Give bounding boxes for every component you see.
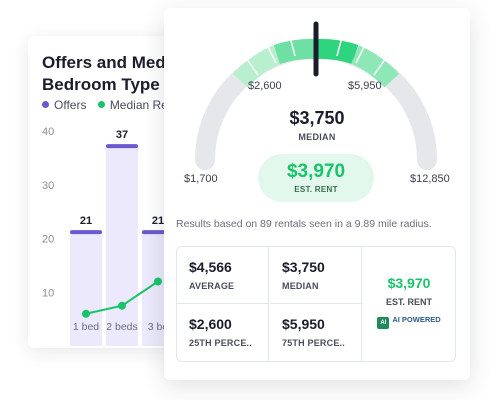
stat-median-label: MEDIAN [282,281,319,291]
ai-chip-icon: AI [377,317,390,329]
median-rent-point [154,277,162,286]
stat-median-value: $3,750 [282,259,325,275]
legend-item-offers: Offers [42,98,86,112]
stat-25th-percentile: $2,600 25TH PERCE.. [177,304,269,361]
x-category-label: 2 beds [106,321,138,333]
x-category-label: 3 be [148,321,169,333]
stats-grid: $4,566 AVERAGE $3,750 MEDIAN $2,600 25TH… [176,246,456,362]
rent-gauge [195,21,437,170]
offers-bar [70,233,102,346]
stat-75th-label: 75TH PERCE.. [282,338,345,348]
legend-item-median-rent: Median Re [97,98,168,112]
offers-bar-value-label: 21 [152,215,164,227]
offers-bar-cap [106,144,138,149]
x-category-label: 1 bed [73,321,99,333]
offers-bar-value-label: 37 [116,129,128,141]
gauge-p25-label: $2,600 [248,80,282,92]
offers-bar-cap [70,230,102,235]
stat-75th-value: $5,950 [282,316,325,332]
stat-median: $3,750 MEDIAN [270,247,362,304]
legend-label-offers: Offers [54,98,87,112]
offers-bar-value-label: 21 [80,215,92,227]
gauge-median-value: $3,750 [289,108,345,128]
chart-legend: Offers Median Re [42,98,176,112]
rent-estimate-card: $2,600 $5,950 $1,700 $12,850 $3,750 MEDI… [164,8,470,380]
stat-25th-value: $2,600 [189,316,232,332]
stat-est-rent-label: EST. RENT [385,297,432,307]
ai-powered-label: AI POWERED [392,315,441,324]
y-tick-label: 20 [42,234,54,246]
gauge-min-label: $1,700 [184,173,218,185]
stat-average-label: AVERAGE [189,281,235,291]
chart-title-line-2: Bedroom Type [42,75,160,94]
est-rent-value: $3,970 [286,161,346,182]
stat-25th-label: 25TH PERCE.. [189,338,252,348]
y-tick-label: 10 [42,287,54,299]
y-tick-label: 40 [42,126,54,138]
stat-average-value: $4,566 [189,259,232,275]
stat-est-rent: $3,970 EST. RENT AI AI POWERED [363,247,455,361]
legend-dot-median-rent [97,101,105,108]
stat-average: $4,566 AVERAGE [177,247,269,304]
chart-title: Offers and Medi Bedroom Type [42,52,170,96]
gauge-percentile-band [232,38,400,88]
median-rent-point [82,309,90,318]
legend-label-median-rent: Median Re [109,98,168,112]
stat-75th-percentile: $5,950 75TH PERCE.. [270,304,362,361]
gauge-max-label: $12,850 [410,173,450,185]
chart-title-line-1: Offers and Medi [42,53,171,72]
results-note: Results based on 89 rentals seen in a 9.… [176,218,432,230]
gauge-p75-label: $5,950 [348,80,382,92]
legend-dot-offers [42,101,49,108]
gauge-ticks [245,36,387,76]
offers-bar [106,147,138,346]
stat-est-rent-value: $3,970 [387,275,431,291]
est-rent-label: EST. RENT [294,185,338,194]
median-rent-point [118,301,126,310]
ai-powered-badge: AI AI POWERED [377,315,441,329]
gauge-median-label: MEDIAN [298,132,336,142]
est-rent-pill: $3,970 EST. RENT [258,154,374,202]
y-tick-label: 30 [42,180,54,192]
